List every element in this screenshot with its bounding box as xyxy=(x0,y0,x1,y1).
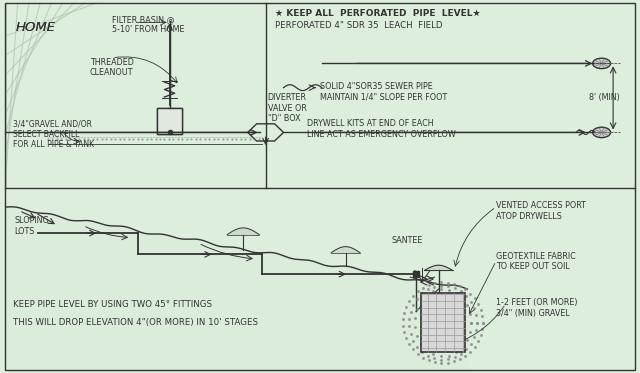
Text: ★ KEEP ALL  PERFORATED  PIPE  LEVEL★: ★ KEEP ALL PERFORATED PIPE LEVEL★ xyxy=(275,9,481,18)
Text: HOME: HOME xyxy=(16,21,56,34)
Text: PERFORATED 4" SDR 35  LEACH  FIELD: PERFORATED 4" SDR 35 LEACH FIELD xyxy=(275,21,443,29)
Text: VENTED ACCESS PORT
ATOP DRYWELLS: VENTED ACCESS PORT ATOP DRYWELLS xyxy=(496,201,586,221)
Bar xyxy=(157,108,182,134)
Text: DIVERTER
VALVE OR
"D" BOX: DIVERTER VALVE OR "D" BOX xyxy=(268,93,307,123)
Text: GEOTEXTILE FABRIC
TO KEEP OUT SOIL: GEOTEXTILE FABRIC TO KEEP OUT SOIL xyxy=(496,252,576,271)
Text: HOME: HOME xyxy=(16,21,56,34)
Text: THREADED
CLEANOUT: THREADED CLEANOUT xyxy=(90,58,134,77)
Text: 3/4"GRAVEL AND/OR
SELECT BACKFILL
FOR ALL PIPE & TANK: 3/4"GRAVEL AND/OR SELECT BACKFILL FOR AL… xyxy=(13,119,94,149)
Text: THIS WILL DROP ELEVATION 4"(OR MORE) IN 10' STAGES: THIS WILL DROP ELEVATION 4"(OR MORE) IN … xyxy=(13,318,258,327)
Bar xyxy=(157,108,182,134)
Text: KEEP PIPE LEVEL BY USING TWO 45° FITTINGS: KEEP PIPE LEVEL BY USING TWO 45° FITTING… xyxy=(13,300,212,309)
Circle shape xyxy=(593,127,611,138)
Text: DRYWELL KITS AT END OF EACH
LINE ACT AS EMERGENCY OVERFLOW: DRYWELL KITS AT END OF EACH LINE ACT AS … xyxy=(307,119,456,139)
Text: FILTER BASIN @
5-10' FROM HOME: FILTER BASIN @ 5-10' FROM HOME xyxy=(112,15,184,34)
Text: 1-2 FEET (OR MORE)
3/4" (MIN) GRAVEL: 1-2 FEET (OR MORE) 3/4" (MIN) GRAVEL xyxy=(496,298,577,318)
Text: 8' (MIN): 8' (MIN) xyxy=(589,93,620,102)
Text: SOLID 4"SOR35 SEWER PIPE
MAINTAIN 1/4" SLOPE PER FOOT: SOLID 4"SOR35 SEWER PIPE MAINTAIN 1/4" S… xyxy=(320,82,447,101)
Text: SANTEE: SANTEE xyxy=(392,236,423,245)
Circle shape xyxy=(593,58,611,69)
Text: SLOPING
LOTS: SLOPING LOTS xyxy=(14,216,49,236)
Bar xyxy=(421,293,465,352)
